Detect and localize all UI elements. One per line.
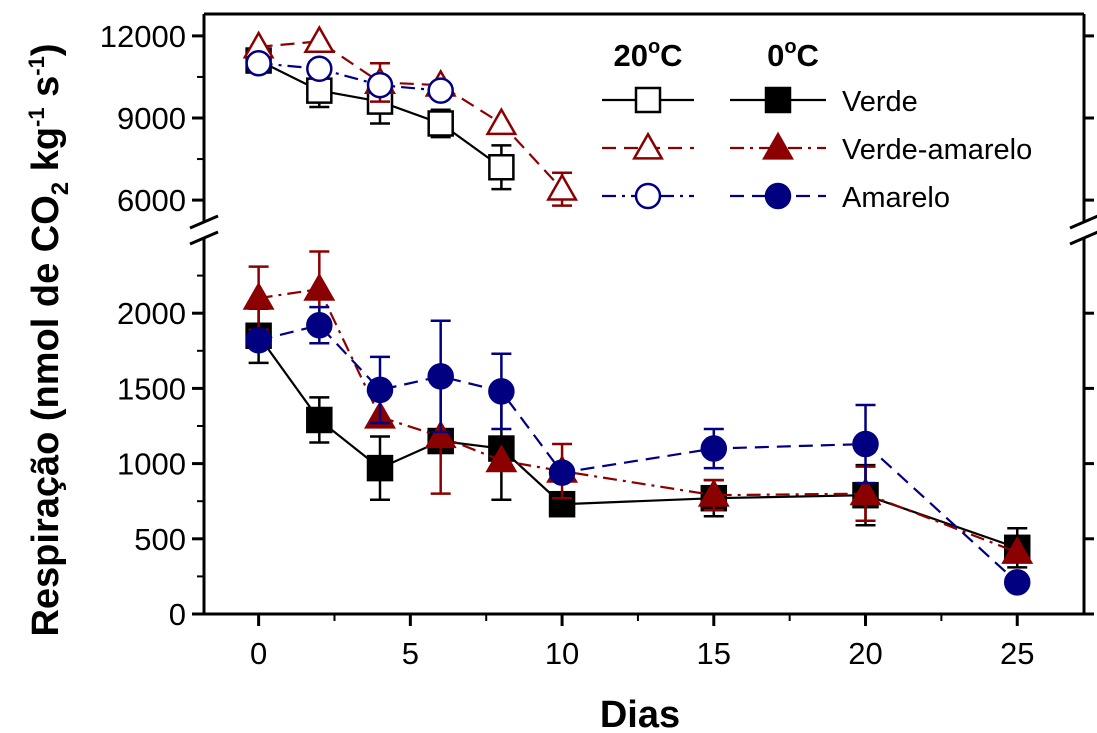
axis-break-mark (1069, 230, 1097, 246)
legend-header-20c-num: 20 (613, 38, 647, 73)
legend-header-20c-deg: o (648, 36, 660, 58)
legend-header-20c-c: C (660, 38, 682, 73)
legend-marker (764, 86, 792, 114)
data-point (488, 154, 515, 181)
data-point (306, 311, 333, 339)
x-tick-label: 25 (1000, 636, 1034, 671)
x-tick-label: 10 (545, 636, 579, 671)
y-tick-upper-label: 9000 (117, 101, 186, 136)
series-verde-amarelo-0C (242, 250, 1034, 564)
legend-marker (634, 86, 662, 114)
legend-header-0c: 0oC (767, 36, 819, 73)
y-tick-lower-label: 0 (169, 597, 186, 632)
y-tick-lower-label: 1500 (117, 371, 186, 406)
legend-header-0c-deg: o (784, 36, 796, 58)
series-amarelo-0C (245, 305, 1031, 596)
axis-break-mark (189, 230, 219, 246)
legend-header-20c: 20oC (613, 36, 682, 73)
series-line (258, 324, 1018, 584)
y-axis-label-sub: 2 (47, 182, 74, 195)
data-point (366, 376, 394, 404)
y-axis-label-close: ) (25, 43, 67, 56)
data-point (303, 272, 336, 301)
data-point (245, 50, 272, 77)
y-axis-label-s: s (25, 76, 67, 108)
data-point (427, 363, 454, 390)
legend-marker (634, 182, 662, 210)
x-tick-label: 15 (697, 636, 731, 671)
legend-label-verde: Verde (842, 86, 918, 118)
x-tick-label: 20 (848, 636, 882, 671)
data-point (427, 110, 454, 137)
series-verde-0C (245, 307, 1031, 569)
data-point (697, 478, 730, 507)
ticks-layer: 0 5 10 15 20 25 0 500 1000 1500 2000 6000 9000 12000 (100, 19, 1094, 671)
axis-break-mark (1069, 214, 1097, 230)
data-point (306, 55, 333, 82)
x-tick-label: 0 (250, 636, 267, 671)
data-point (852, 430, 879, 458)
y-tick-lower-label: 1000 (117, 447, 186, 482)
data-point (245, 327, 272, 354)
series-layer (242, 25, 1034, 596)
data-point (548, 459, 576, 486)
data-point (366, 454, 394, 482)
data-point (306, 77, 333, 104)
data-point (424, 420, 457, 449)
y-tick-upper-label: 6000 (117, 183, 186, 218)
x-tick-label: 5 (402, 636, 419, 671)
y-axis-label-exp2: -1 (24, 56, 49, 76)
legend-header-0c-c: C (797, 38, 819, 73)
series-line (257, 335, 1018, 549)
data-point (849, 477, 882, 506)
legend-marker (762, 131, 794, 160)
data-point (700, 435, 728, 462)
series-verde-amarelo-20C (242, 25, 579, 207)
y-axis-label-kg: kg (25, 127, 67, 182)
x-axis-label: Dias (600, 694, 680, 733)
y-axis-label-exp1: -1 (24, 107, 49, 127)
series-amarelo-20C (245, 50, 454, 104)
legend-marker (632, 131, 664, 160)
y-tick-lower-label: 500 (134, 522, 186, 557)
data-point (488, 378, 515, 405)
data-point (242, 281, 275, 310)
series-line (258, 40, 563, 190)
data-point (427, 77, 454, 104)
axis-break-mark (189, 214, 219, 230)
data-point (485, 444, 518, 473)
data-point (485, 107, 518, 136)
data-point (546, 172, 579, 201)
data-point (366, 71, 394, 99)
legend-label-amarelo: Amarelo (842, 182, 950, 214)
legend-label-verde-amarelo: Verde-amarelo (842, 134, 1032, 166)
series-line (258, 62, 441, 92)
data-point (1001, 536, 1034, 564)
y-tick-lower-label: 2000 (117, 296, 186, 331)
y-axis-label-main: Respiração (nmol de CO (25, 195, 67, 636)
y-tick-upper-label: 12000 (100, 19, 186, 54)
data-point (1003, 569, 1031, 596)
data-point (306, 406, 333, 434)
legend-marker (764, 182, 792, 210)
legend-header-0c-num: 0 (767, 38, 784, 73)
data-point (303, 25, 336, 53)
y-axis-label: Respiração (nmol de CO2 kg-1 s-1) (24, 43, 74, 636)
